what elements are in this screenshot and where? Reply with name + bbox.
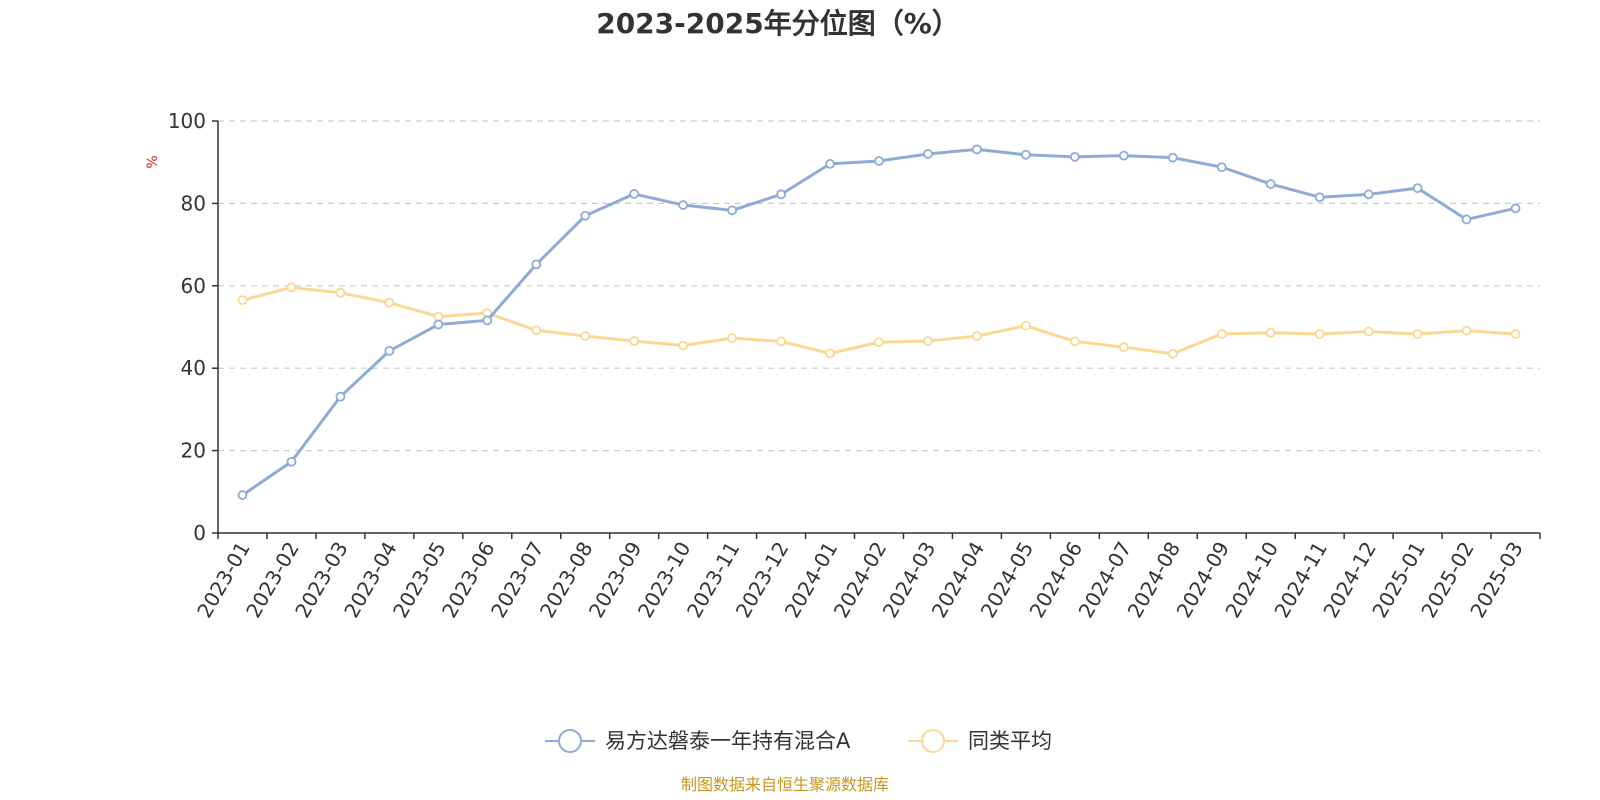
series-2-point xyxy=(286,282,297,293)
series-1-point xyxy=(1314,192,1325,203)
series-1-line xyxy=(241,147,1516,497)
series-2-point xyxy=(1314,329,1325,339)
series-2-point xyxy=(433,311,444,322)
series-layer xyxy=(237,144,1521,500)
series-1-point xyxy=(1118,150,1129,161)
series-1-point xyxy=(776,189,786,200)
series-2-point xyxy=(531,325,542,336)
series-2-point xyxy=(1363,326,1374,337)
series-2 xyxy=(237,282,1521,359)
series-1-point xyxy=(531,259,542,270)
series-2-point xyxy=(776,336,786,347)
series-2-point xyxy=(972,331,982,341)
series-2-point xyxy=(237,295,248,306)
data-source-note: 制图数据来自恒生聚源数据库 xyxy=(681,775,889,794)
series-1-point xyxy=(237,490,248,500)
series-2-point xyxy=(335,287,346,298)
series-1-point xyxy=(286,456,297,467)
y-tick-label: 0 xyxy=(193,521,206,545)
legend-marker xyxy=(558,729,582,753)
series-1-point xyxy=(1167,152,1178,163)
series-1-point xyxy=(1265,179,1276,189)
legend-item-1[interactable]: 易方达磐泰一年持有混合A xyxy=(545,729,851,753)
series-2-point xyxy=(1412,329,1423,339)
series-1-point xyxy=(1069,151,1080,162)
series-1-point xyxy=(1510,203,1521,214)
series-1-point xyxy=(433,319,444,330)
series-1-point xyxy=(335,391,346,402)
y-axis-label: % xyxy=(145,155,161,168)
series-2-point xyxy=(1216,329,1227,339)
series-1-point xyxy=(825,158,835,169)
series-2-point xyxy=(1069,336,1080,347)
series-2-point xyxy=(629,336,640,346)
legend-label: 易方达磐泰一年持有混合A xyxy=(605,729,851,753)
series-1-point xyxy=(482,315,493,326)
series-1-point xyxy=(1363,189,1374,200)
series-2-point xyxy=(1118,342,1129,353)
series-2-point xyxy=(1510,329,1521,339)
series-1-point xyxy=(629,189,640,199)
series-2-point xyxy=(580,331,591,341)
series-2-point xyxy=(384,297,395,308)
series-1-point xyxy=(1412,183,1423,194)
series-2-point xyxy=(825,348,835,359)
series-2-point xyxy=(1167,348,1178,359)
y-tick-label: 20 xyxy=(181,439,206,463)
series-1-point xyxy=(972,144,982,155)
series-1-point xyxy=(923,149,933,159)
series-2-point xyxy=(727,333,738,344)
series-1-point xyxy=(678,200,689,210)
series-2-point xyxy=(1461,325,1472,336)
axes xyxy=(217,121,1540,534)
legend: 易方达磐泰一年持有混合A 同类平均 xyxy=(545,729,1052,753)
series-1-point xyxy=(1216,162,1227,173)
series-2-point xyxy=(874,337,884,348)
series-1-point xyxy=(874,156,884,166)
chart-title: 2023-2025年分位图（%） xyxy=(596,7,960,40)
series-2-point xyxy=(1020,320,1031,331)
legend-label: 同类平均 xyxy=(968,729,1052,753)
series-1-point xyxy=(1461,214,1472,225)
series-1 xyxy=(237,144,1521,500)
y-tick-label: 100 xyxy=(168,109,206,133)
series-1-point xyxy=(580,210,591,221)
legend-item-2[interactable]: 同类平均 xyxy=(908,729,1052,753)
series-1-point xyxy=(384,345,395,356)
gridlines xyxy=(218,120,1540,452)
legend-marker xyxy=(921,729,945,753)
series-2-point xyxy=(1265,327,1276,338)
series-2-point xyxy=(678,340,689,351)
y-tick-label: 40 xyxy=(181,356,206,380)
y-tick-label: 80 xyxy=(181,191,206,215)
y-tick-label: 60 xyxy=(181,274,206,298)
x-axis-ticks: 2023-012023-022023-032023-042023-052023-… xyxy=(192,533,1541,622)
series-2-point xyxy=(923,336,933,346)
y-axis-ticks: 0 20 40 60 80 100 xyxy=(168,109,218,545)
series-1-point xyxy=(1020,149,1031,160)
series-1-point xyxy=(727,205,738,216)
